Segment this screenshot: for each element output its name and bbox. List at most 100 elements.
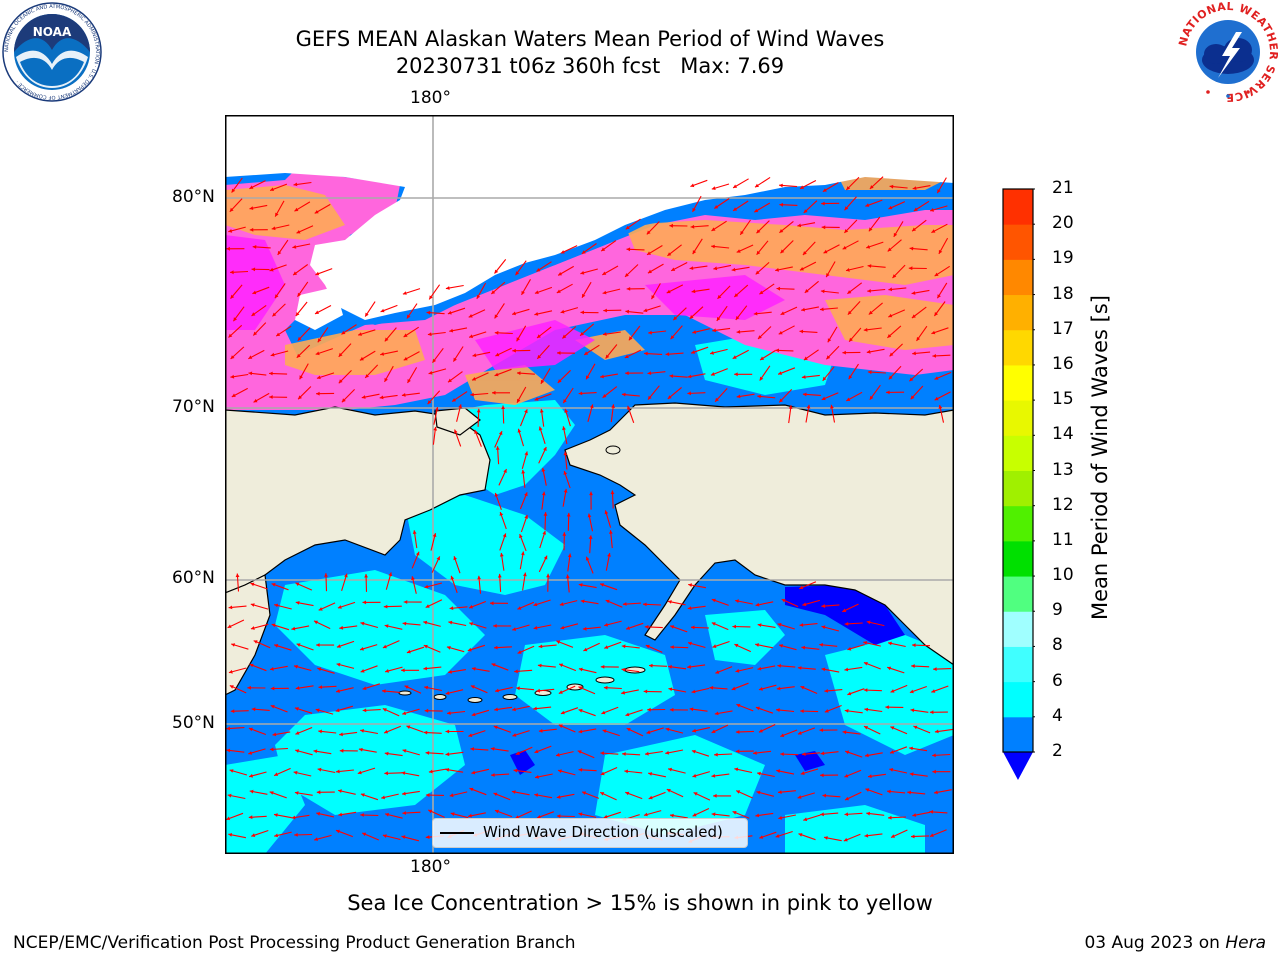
wind-wave-arrowhead bbox=[740, 230, 744, 235]
wind-wave-arrowhead bbox=[670, 625, 675, 629]
wind-wave-arrowhead bbox=[566, 512, 571, 517]
wind-wave-arrowhead bbox=[865, 788, 870, 792]
lat-label-60n: 60°N bbox=[172, 568, 215, 588]
wind-wave-arrowhead bbox=[775, 834, 780, 838]
wind-wave-arrowhead bbox=[274, 644, 279, 648]
wind-wave-arrowhead bbox=[589, 491, 593, 496]
wind-wave-arrowhead bbox=[798, 833, 803, 837]
wind-wave-arrowhead bbox=[863, 327, 868, 332]
wind-wave-arrowhead bbox=[690, 183, 695, 188]
wind-wave-arrowhead bbox=[562, 426, 566, 431]
wind-wave-arrowhead bbox=[822, 376, 827, 381]
wind-wave-arrowhead bbox=[406, 314, 411, 319]
wind-wave-arrowhead bbox=[605, 354, 610, 359]
wind-wave-arrowhead bbox=[665, 352, 670, 357]
wind-wave-arrowhead bbox=[515, 271, 520, 276]
wind-wave-arrowhead bbox=[734, 293, 739, 297]
wind-wave-arrowhead bbox=[494, 314, 499, 319]
wind-wave-arrowhead bbox=[533, 706, 537, 711]
wind-wave-arrowhead bbox=[756, 790, 761, 795]
wind-wave-arrowhead bbox=[780, 733, 785, 737]
colorbar-cell bbox=[1003, 294, 1033, 331]
wind-wave-arrowhead bbox=[821, 396, 826, 401]
wind-wave-arrowhead bbox=[624, 769, 628, 774]
land-siberia bbox=[225, 406, 491, 594]
wind-wave-arrowhead bbox=[448, 620, 453, 625]
wind-wave-arrowhead bbox=[445, 286, 450, 290]
wind-wave-arrowhead bbox=[533, 602, 538, 607]
wind-wave-arrowhead bbox=[315, 708, 320, 713]
wind-wave-arrowhead bbox=[470, 747, 474, 751]
wind-wave-arrowhead bbox=[495, 688, 499, 693]
wind-wave-arrowhead bbox=[253, 398, 258, 403]
wind-wave-arrowhead bbox=[228, 833, 233, 837]
wind-wave-arrowhead bbox=[888, 205, 893, 210]
wind-wave-arrowhead bbox=[803, 356, 808, 361]
wind-wave-arrowhead bbox=[519, 534, 523, 539]
wind-wave-arrowhead bbox=[821, 604, 826, 608]
wind-wave-arrowhead bbox=[822, 188, 827, 192]
wind-wave-arrowhead bbox=[557, 379, 562, 383]
wind-wave-arrowhead bbox=[315, 271, 320, 276]
wind-wave-arrowhead bbox=[578, 583, 583, 587]
wind-wave-arrowhead bbox=[604, 645, 609, 649]
lat-label-70n: 70°N bbox=[172, 397, 215, 417]
wind-wave-arrowhead bbox=[734, 372, 738, 377]
wind-wave-arrowhead bbox=[909, 772, 914, 777]
wind-wave-arrowhead bbox=[515, 751, 520, 755]
wind-wave-arrowhead bbox=[709, 685, 714, 690]
wind-wave-arrowhead bbox=[713, 793, 717, 798]
wind-wave-arrowhead bbox=[712, 644, 717, 648]
wind-wave-arrowhead bbox=[316, 391, 320, 396]
wind-wave-arrowhead bbox=[498, 431, 503, 436]
wind-wave-arrowhead bbox=[540, 379, 545, 384]
wind-wave-arrowhead bbox=[382, 644, 387, 649]
wind-wave-arrowhead bbox=[458, 404, 462, 409]
wind-wave-arrowhead bbox=[318, 607, 323, 611]
wind-wave-arrowhead bbox=[625, 273, 629, 277]
wind-wave-arrowhead bbox=[735, 668, 740, 673]
wind-wave-arrowhead bbox=[362, 600, 367, 605]
wind-wave-arrowhead bbox=[580, 270, 585, 275]
wind-wave-arrowhead bbox=[845, 750, 850, 755]
wind-wave-arrowhead bbox=[315, 310, 319, 314]
wind-wave-arrowhead bbox=[362, 686, 367, 690]
wind-wave-arrowhead bbox=[821, 667, 826, 672]
wind-wave-arrowhead bbox=[516, 686, 520, 691]
wind-wave-arrowhead bbox=[626, 728, 631, 732]
wind-wave-arrowhead bbox=[294, 707, 299, 711]
wind-wave-arrowhead bbox=[665, 750, 670, 755]
wind-wave-arrowhead bbox=[710, 351, 714, 355]
caption: Sea Ice Concentration > 15% is shown in … bbox=[347, 891, 933, 915]
wind-wave-arrowhead bbox=[538, 644, 543, 649]
wind-wave-arrowhead bbox=[556, 640, 561, 644]
wind-wave-arrowhead bbox=[517, 650, 522, 654]
wind-wave-arrowhead bbox=[776, 708, 780, 712]
wind-wave-arrowhead bbox=[759, 835, 764, 839]
wind-wave-arrowhead bbox=[276, 332, 281, 337]
land-alaska bbox=[564, 402, 954, 666]
wind-wave-arrowhead bbox=[611, 404, 615, 408]
wind-wave-arrowhead bbox=[249, 773, 253, 778]
no-data-regions bbox=[225, 115, 954, 330]
wind-wave-arrowhead bbox=[736, 790, 741, 794]
wind-wave-arrowhead bbox=[715, 670, 720, 674]
wind-wave-arrowhead bbox=[692, 773, 697, 778]
wind-wave-arrowhead bbox=[365, 374, 369, 378]
wind-wave-arrowhead bbox=[824, 836, 828, 840]
wind-wave-arrowhead bbox=[581, 250, 586, 254]
wind-wave-arrowhead bbox=[651, 295, 655, 300]
wind-wave-arrowhead bbox=[929, 833, 934, 837]
wind-wave-arrowhead bbox=[445, 729, 450, 734]
wind-wave-arrowhead bbox=[711, 622, 716, 626]
wind-wave-arrowhead bbox=[388, 572, 393, 577]
wind-wave-arrowhead bbox=[336, 689, 340, 693]
wind-wave-arrowhead bbox=[913, 725, 918, 730]
colorbar-extend-triangle bbox=[1003, 752, 1033, 780]
wind-wave-arrowhead bbox=[383, 604, 388, 609]
wind-wave-arrowhead bbox=[802, 251, 807, 255]
wind-wave-arrowhead bbox=[788, 405, 793, 409]
wind-wave-arrowhead bbox=[335, 708, 340, 713]
wind-wave-arrowhead bbox=[533, 625, 538, 630]
wind-wave-arrowhead bbox=[604, 510, 609, 515]
